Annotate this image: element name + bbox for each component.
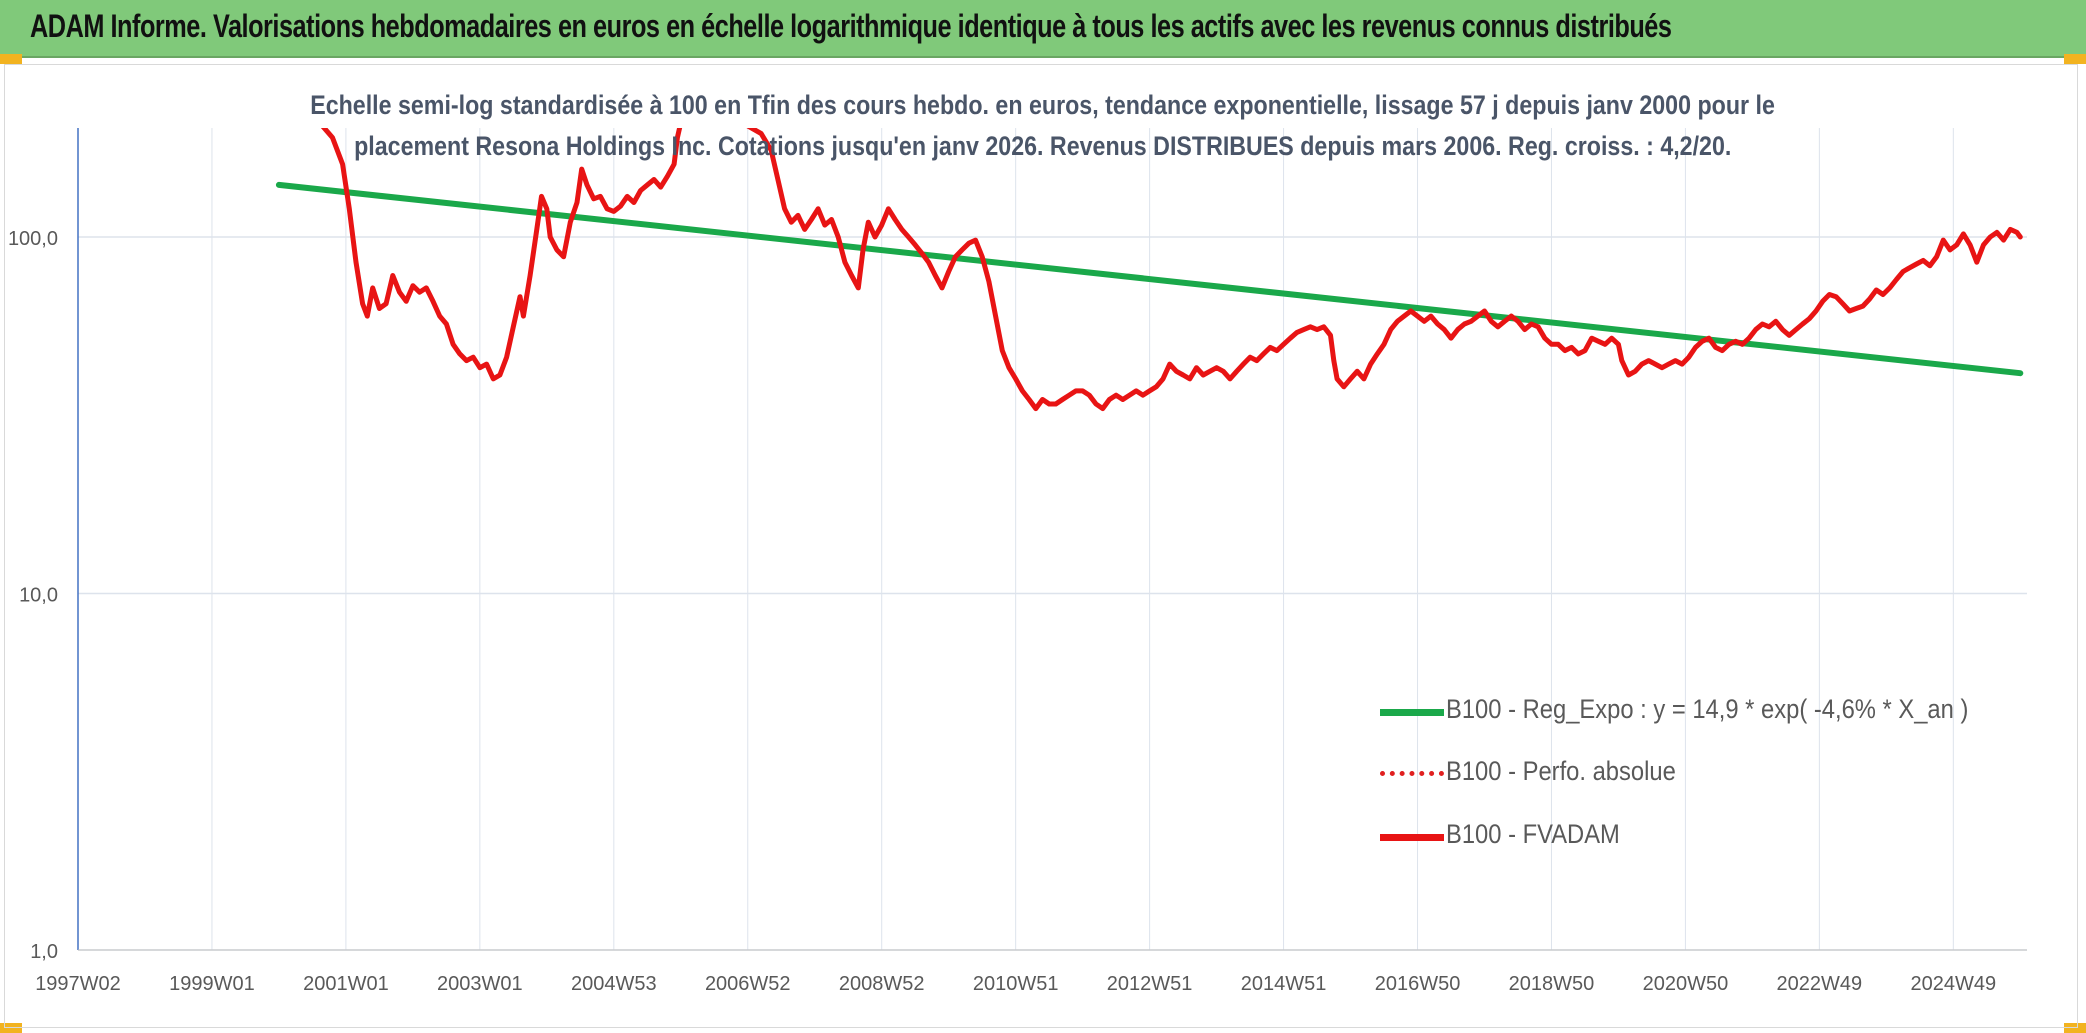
chart-title-line-2: placement Resona Holdings Inc. Cotations…: [0, 131, 2086, 162]
x-tick-label: 2008W52: [839, 973, 925, 995]
y-tick-label: 100,0: [8, 228, 58, 250]
x-tick-label: 2012W51: [1107, 973, 1193, 995]
x-tick-label: 2003W01: [437, 973, 523, 995]
x-tick-label: 2020W50: [1643, 973, 1729, 995]
chart-title-line-1-text: Echelle semi-log standardisée à 100 en T…: [310, 90, 1776, 120]
corner-marker-top-right: [2064, 54, 2086, 64]
x-tick-label: 2024W49: [1911, 973, 1997, 995]
corner-marker-bottom-left: [0, 1023, 22, 1033]
x-tick-label: 2014W51: [1241, 973, 1327, 995]
series-line-fvadam: [320, 128, 2023, 412]
y-tick-label: 1,0: [30, 941, 58, 963]
x-tick-label: 2006W52: [705, 973, 791, 995]
legend-label-fvadam: B100 - FVADAM: [1446, 819, 1620, 849]
x-tick-label: 2010W51: [973, 973, 1059, 995]
header-bar: ADAM Informe. Valorisations hebdomadaire…: [0, 0, 2086, 58]
legend-swatch-fvadam: [1380, 834, 1444, 841]
x-tick-label: 2018W50: [1509, 973, 1595, 995]
x-tick-label: 2022W49: [1777, 973, 1863, 995]
legend-label-regression: B100 - Reg_Expo : y = 14,9 * exp( -4,6% …: [1446, 694, 1969, 724]
page-title: ADAM Informe. Valorisations hebdomadaire…: [30, 8, 1672, 44]
legend-swatch-regression: [1380, 709, 1444, 716]
x-tick-label: 2004W53: [571, 973, 657, 995]
grid-layer: [77, 128, 2027, 951]
corner-marker-top-left: [0, 54, 22, 64]
axis-layer: 1,0 10,0 100,0 1997W02 1999W01 2001W01 2003W01…: [8, 128, 2027, 995]
x-tick-label: 1999W01: [169, 973, 255, 995]
legend-swatch-perfo-absolue: [1380, 771, 1444, 776]
chart-title-line-1: Echelle semi-log standardisée à 100 en T…: [0, 90, 2086, 121]
corner-marker-bottom-right: [2064, 1023, 2086, 1033]
chart-frame: [4, 64, 2078, 1028]
series-layer: [275, 128, 2024, 412]
chart-title-line-2-text: placement Resona Holdings Inc. Cotations…: [354, 131, 1732, 161]
x-tick-label: 2016W50: [1375, 973, 1461, 995]
plot-area: [275, 128, 2024, 412]
legend-label-perfo-absolue: B100 - Perfo. absolue: [1446, 756, 1676, 786]
x-tick-label: 2001W01: [303, 973, 389, 995]
x-tick-label: 1997W02: [35, 973, 121, 995]
y-tick-label: 10,0: [19, 585, 58, 607]
